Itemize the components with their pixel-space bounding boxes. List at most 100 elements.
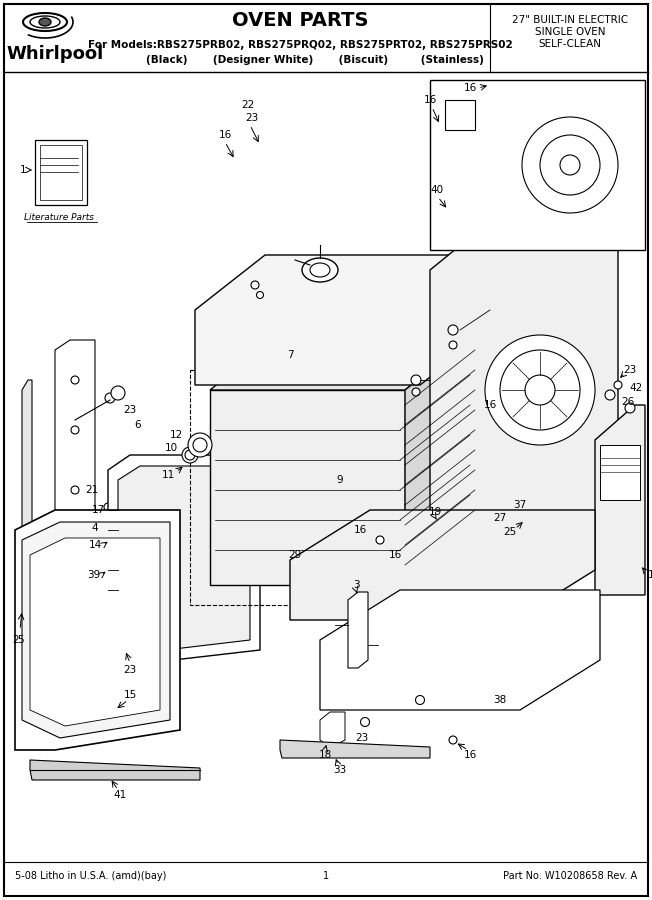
Ellipse shape [525,375,555,405]
Text: 3: 3 [353,580,359,590]
Text: 5-08 Litho in U.S.A. (amd)(bay): 5-08 Litho in U.S.A. (amd)(bay) [15,871,166,881]
Text: 14: 14 [89,540,102,550]
Polygon shape [118,466,250,653]
Text: 17: 17 [91,505,104,515]
Polygon shape [280,740,430,758]
Text: 25: 25 [503,527,516,537]
Polygon shape [30,760,200,780]
Ellipse shape [449,341,457,349]
Ellipse shape [185,450,195,460]
Ellipse shape [560,155,580,175]
Text: 37: 37 [513,500,527,510]
Ellipse shape [251,281,259,289]
Text: For Models:RBS275PRB02, RBS275PRQ02, RBS275PRT02, RBS275PRS02: For Models:RBS275PRB02, RBS275PRQ02, RBS… [87,40,512,50]
Bar [600,445,640,500]
Polygon shape [15,510,180,750]
Polygon shape [22,522,170,738]
Text: 16: 16 [464,750,477,760]
Text: 16: 16 [423,95,437,105]
Polygon shape [210,335,475,390]
Ellipse shape [302,258,338,282]
Text: 33: 33 [333,765,347,775]
Text: 29: 29 [288,550,302,560]
Text: Part No. W10208658 Rev. A: Part No. W10208658 Rev. A [503,871,637,881]
Ellipse shape [415,696,424,705]
Ellipse shape [182,447,198,463]
Text: 2: 2 [12,635,19,645]
Text: Whirlpool: Whirlpool [7,45,104,63]
Ellipse shape [485,335,595,445]
Polygon shape [320,712,345,748]
Ellipse shape [449,736,457,744]
Ellipse shape [411,375,421,385]
Polygon shape [108,455,260,665]
Text: 23: 23 [123,665,137,675]
Ellipse shape [361,717,370,726]
Ellipse shape [188,433,212,457]
Text: 16: 16 [483,400,497,410]
Text: 19: 19 [428,507,441,517]
Polygon shape [405,335,475,585]
Text: 11: 11 [162,470,175,480]
Bar [40,145,82,200]
Ellipse shape [30,16,60,28]
Text: 4: 4 [92,523,98,533]
Text: (Black)       (Designer White)       (Biscuit)         (Stainless): (Black) (Designer White) (Biscuit) (Stai… [117,55,483,65]
Ellipse shape [104,503,112,511]
Text: 23: 23 [355,733,368,743]
Text: 16: 16 [464,83,477,93]
Text: 16: 16 [389,550,402,560]
Ellipse shape [310,263,330,277]
Text: 42: 42 [629,383,643,393]
Text: 12: 12 [170,430,183,440]
Text: OVEN PARTS: OVEN PARTS [231,11,368,30]
Polygon shape [210,390,405,585]
Ellipse shape [27,644,33,652]
Ellipse shape [625,403,635,413]
Ellipse shape [71,426,79,434]
Text: 9: 9 [336,475,344,485]
Polygon shape [290,510,595,620]
Polygon shape [430,205,618,575]
Text: 10: 10 [165,443,178,453]
Bar [190,370,445,605]
Bar [430,80,645,250]
Text: 16: 16 [218,130,231,140]
Text: SINGLE OVEN: SINGLE OVEN [535,27,605,37]
Text: 22: 22 [241,100,255,110]
Text: 7: 7 [287,350,293,360]
Polygon shape [348,592,368,668]
Text: 26: 26 [621,397,634,407]
Text: 15: 15 [123,690,137,700]
Text: 1: 1 [323,871,329,881]
Text: 23: 23 [623,365,636,375]
Text: 23: 23 [245,113,259,123]
Ellipse shape [376,536,384,544]
Text: SELF-CLEAN: SELF-CLEAN [539,39,602,49]
Ellipse shape [500,350,580,430]
Text: 6: 6 [135,420,141,430]
Ellipse shape [71,486,79,494]
Bar [445,100,475,130]
Polygon shape [320,590,600,710]
Text: 18: 18 [318,750,332,760]
Ellipse shape [412,388,420,396]
Ellipse shape [23,13,67,31]
Text: 27" BUILT-IN ELECTRIC: 27" BUILT-IN ELECTRIC [512,15,628,25]
Text: 38: 38 [494,695,507,705]
Ellipse shape [193,438,207,452]
Text: 23: 23 [123,405,137,415]
Text: 16: 16 [353,525,366,535]
Ellipse shape [105,393,115,403]
Text: Literature Parts: Literature Parts [24,213,94,222]
Ellipse shape [540,135,600,195]
Polygon shape [55,340,95,620]
Text: 21: 21 [85,485,98,495]
Ellipse shape [448,325,458,335]
Ellipse shape [39,18,51,26]
Ellipse shape [111,386,125,400]
Polygon shape [22,380,32,640]
Ellipse shape [614,381,622,389]
Text: 1: 1 [20,165,26,175]
Text: 39: 39 [87,570,100,580]
